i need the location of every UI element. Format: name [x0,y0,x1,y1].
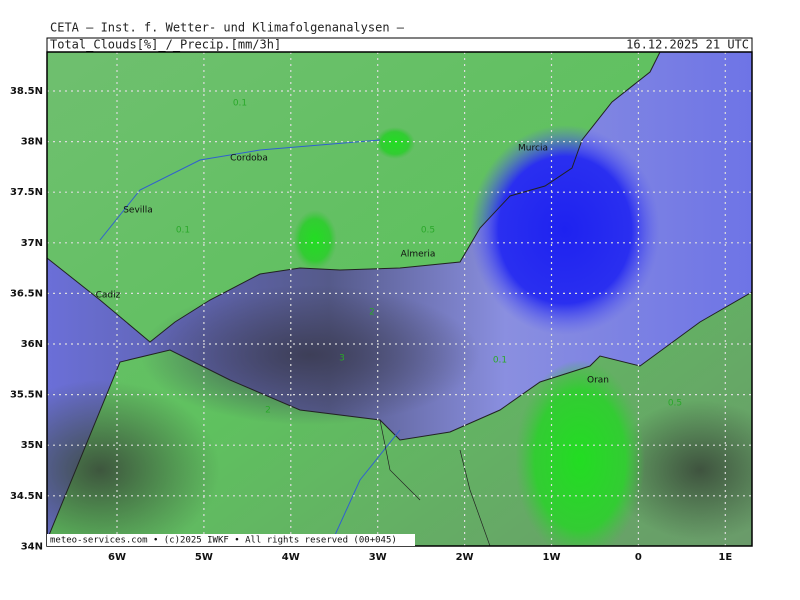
header-subtitle: Total_Clouds[%]_/_Precip.[mm/3h] [50,38,281,52]
lat-label: 38N [21,137,43,148]
lon-label: 6W [108,552,126,563]
lat-label: 38.5N [10,86,43,97]
river [99,139,381,241]
river [329,429,401,546]
place-label: Cadiz [96,291,121,301]
header-date: 16.12.2025 21 UTC [626,38,749,52]
lat-label: 35.5N [10,390,43,401]
cloud-overcast [470,125,660,335]
contour-label: 2 [369,308,375,318]
grid [47,52,752,546]
map-body [47,52,752,546]
lon-label: 1W [543,552,561,563]
place-label: Sevilla [123,206,153,216]
contour-label: 0.1 [233,99,247,109]
cloud-africa-east [610,400,752,540]
contour-label: 2 [265,406,271,416]
contour-label: 0.1 [176,226,190,236]
contour-label: 0.5 [421,226,435,236]
lon-label: 3W [369,552,387,563]
cloud-africa [47,380,220,546]
lon-label: 1E [718,552,732,563]
coastline [47,291,752,541]
lon-label: 4W [282,552,300,563]
place-label: Murcia [518,144,548,154]
precip-area [515,360,645,546]
cloud-dense [140,285,480,425]
footer-box [47,534,415,546]
place-label: Oran [587,376,609,386]
lat-label: 34.5N [10,491,43,502]
place-label: Almeria [401,250,436,260]
lon-label: 2W [456,552,474,563]
lat-label: 36N [21,339,43,350]
contour-label: 3 [339,354,345,364]
lat-label: 36.5N [10,288,43,299]
contour-label: 0.5 [668,399,682,409]
contour-label: 0.1 [493,356,507,366]
coastline [47,52,661,343]
header-title: CETA — Inst. f. Wetter- und Klimafolgena… [50,21,405,35]
lat-label: 37.5N [10,187,43,198]
precip-area [293,210,337,270]
lat-label: 37N [21,238,43,249]
lon-label: 0 [635,552,642,563]
lat-label: 35N [21,440,43,451]
lon-label: 5W [195,552,213,563]
place-label: Cordoba [230,154,268,164]
lat-label: 34N [21,541,43,552]
precip-area [375,127,415,159]
footer: meteo-services.com • (c)2025 IWKF • All … [50,536,397,546]
border [379,419,491,546]
